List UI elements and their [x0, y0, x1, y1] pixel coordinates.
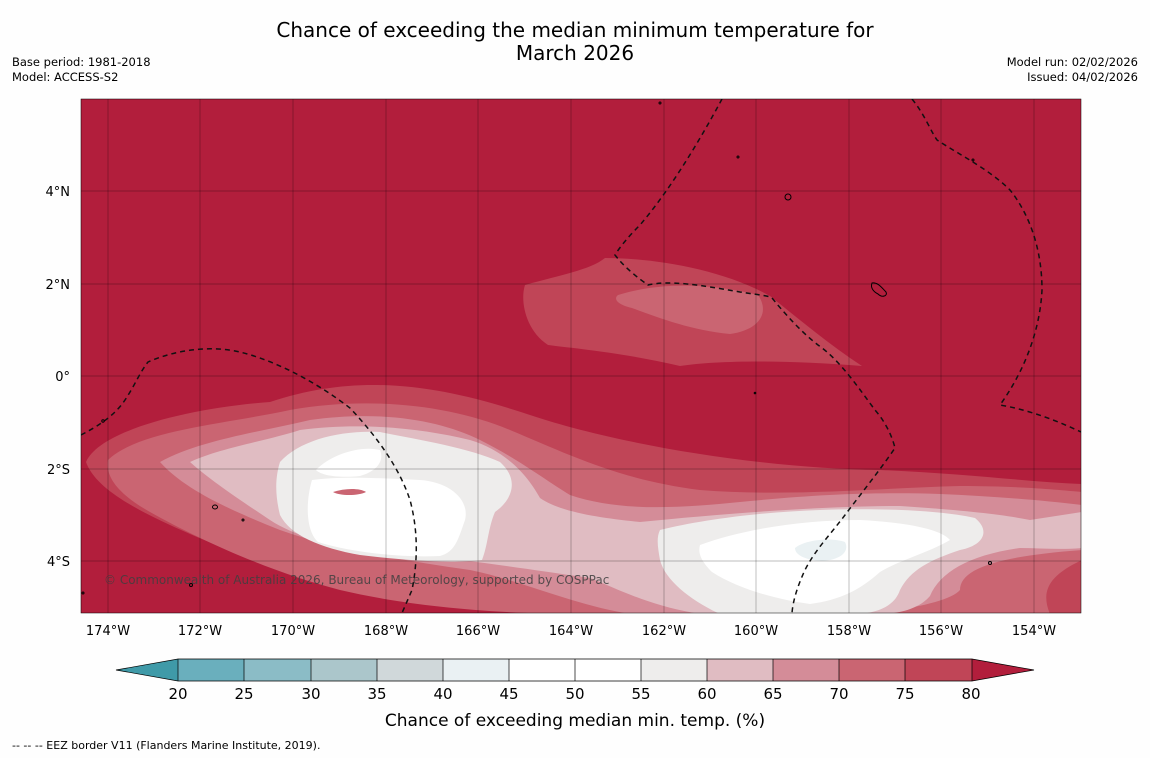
eez-borders [81, 99, 1081, 613]
colorbar-tick: 35 [367, 685, 386, 703]
lat-label: 2°S [47, 463, 70, 478]
colorbar-segment [509, 659, 575, 681]
colorbar-tick: 40 [433, 685, 452, 703]
contour-50-south [307, 448, 950, 604]
lon-label: 164°W [549, 624, 593, 639]
map-frame [80, 98, 1082, 614]
colorbar-segment [839, 659, 905, 681]
lat-label: 2°N [46, 278, 71, 293]
lat-labels: 4°N 2°N 0° 2°S 4°S [46, 185, 71, 570]
meta-left: Base period: 1981-2018 Model: ACCESS-S2 [12, 55, 151, 85]
meta-right: Model run: 02/02/2026 Issued: 04/02/2026 [1007, 55, 1138, 85]
colorbar-segment [707, 659, 773, 681]
colorbar-segment [641, 659, 707, 681]
eez-footnote: -- -- -- EEZ border V11 (Flanders Marine… [12, 739, 321, 752]
colorbar-label: Chance of exceeding median min. temp. (%… [385, 711, 765, 731]
lat-label: 4°N [46, 185, 71, 200]
map-area: © Commonwealth of Australia 2026, Bureau… [81, 99, 1081, 613]
base-period: Base period: 1981-2018 [12, 55, 151, 69]
title-line-2: March 2026 [515, 41, 635, 65]
colorbar-tick: 20 [168, 685, 187, 703]
model-run: Model run: 02/02/2026 [1006, 55, 1138, 69]
colorbar-segment [178, 659, 244, 681]
lon-label: 168°W [364, 624, 408, 639]
colorbar-tick: 25 [234, 685, 253, 703]
issued-date: Issued: 04/02/2026 [1027, 70, 1138, 84]
lon-label: 154°W [1012, 624, 1056, 639]
graticule [81, 99, 1081, 613]
colorbar-tick: 75 [895, 685, 914, 703]
map-title: Chance of exceeding the median minimum t… [0, 19, 1150, 65]
lat-label: 4°S [47, 555, 70, 570]
colorbar-segment [773, 659, 839, 681]
colorbar-segment [244, 659, 311, 681]
colorbar-segment [443, 659, 509, 681]
lon-label: 162°W [642, 624, 686, 639]
lon-label: 172°W [178, 624, 222, 639]
lon-label: 158°W [827, 624, 871, 639]
colorbar-over-triangle [972, 659, 1034, 681]
contour-40-patch [795, 539, 847, 561]
contour-70-small [333, 489, 366, 495]
lon-label: 174°W [86, 624, 130, 639]
lat-label: 0° [55, 370, 70, 385]
colorbar: 20 25 30 35 40 45 50 55 60 65 70 75 80 C… [115, 658, 1035, 731]
model-name: Model: ACCESS-S2 [12, 70, 119, 84]
colorbar-segment [377, 659, 443, 681]
lon-label: 160°W [734, 624, 778, 639]
islands [81, 101, 992, 595]
lon-labels: 174°W 172°W 170°W 168°W 166°W 164°W 162°… [86, 624, 1056, 639]
lon-label: 166°W [456, 624, 500, 639]
colorbar-tick: 30 [301, 685, 320, 703]
contour-70-north [616, 285, 763, 334]
colorbar-tick: 65 [763, 685, 782, 703]
colorbar-segment [575, 659, 641, 681]
colorbar-segment [905, 659, 972, 681]
colorbar-segment [311, 659, 377, 681]
colorbar-tick: 60 [697, 685, 716, 703]
lon-label: 156°W [919, 624, 963, 639]
colorbar-tick: 70 [829, 685, 848, 703]
colorbar-under-triangle [116, 659, 178, 681]
title-line-1: Chance of exceeding the median minimum t… [276, 18, 874, 42]
lon-label: 170°W [271, 624, 315, 639]
colorbar-tick: 45 [499, 685, 518, 703]
colorbar-tick: 55 [631, 685, 650, 703]
colorbar-tick: 80 [961, 685, 980, 703]
copyright-text: © Commonwealth of Australia 2026, Bureau… [104, 573, 609, 587]
colorbar-tick: 50 [565, 685, 584, 703]
